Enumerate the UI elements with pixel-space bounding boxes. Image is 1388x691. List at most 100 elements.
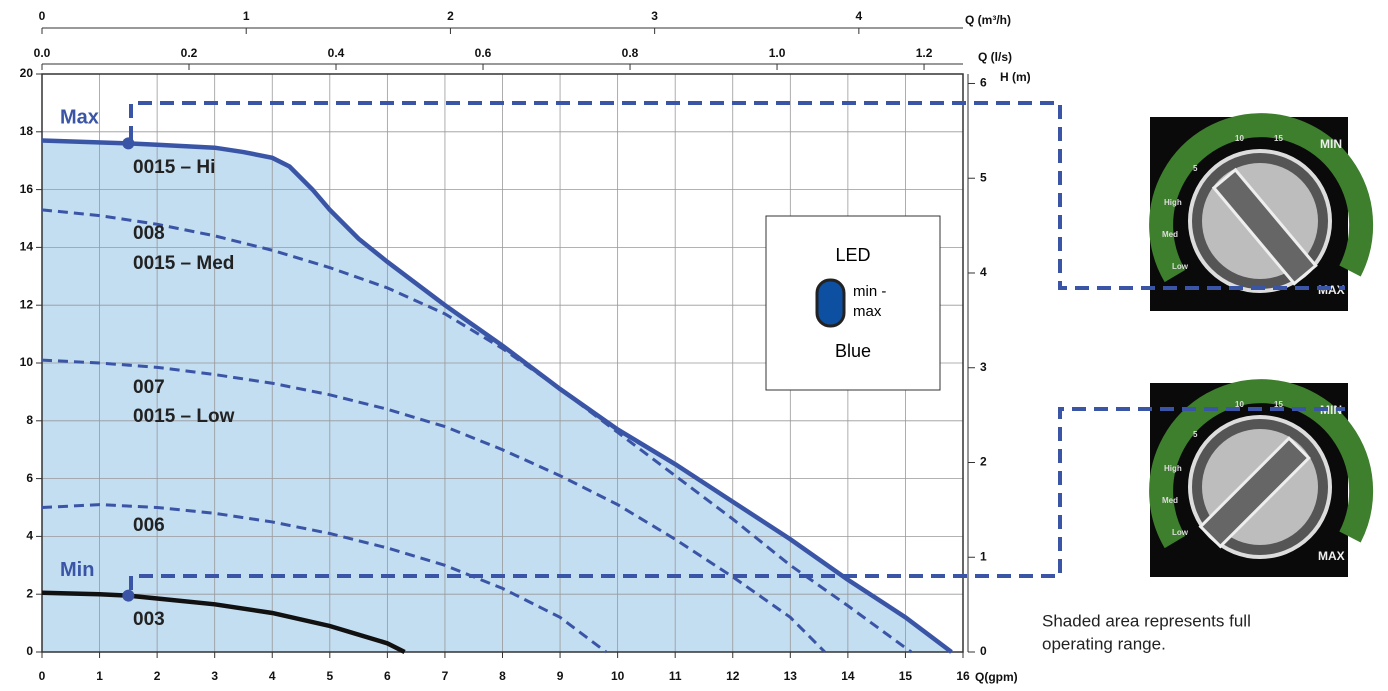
y-tick-label: 0	[26, 644, 33, 658]
y-tick-label: 10	[20, 355, 34, 369]
y-tick-label: 14	[20, 240, 34, 254]
top-tick-label: 0.0	[34, 46, 51, 60]
x-tick-label: 3	[211, 669, 218, 683]
curve-label: 008	[133, 223, 165, 244]
dial-label: MAX	[1318, 283, 1345, 297]
shaded-area	[42, 140, 952, 652]
x-tick-label: 12	[726, 669, 740, 683]
x-tick-label: 1	[96, 669, 103, 683]
x-tick-label: 11	[669, 669, 682, 683]
dial: MIN MAX Low Med High 5 10 15	[1149, 379, 1374, 577]
y2-tick-label: 0	[980, 644, 987, 658]
x-tick-label: 2	[154, 669, 161, 683]
top-axis-label: Q (l/s)	[978, 50, 1012, 64]
top-axis-label: Q (m³/h)	[965, 13, 1011, 27]
led-item: max	[853, 303, 882, 320]
y2-tick-label: 1	[980, 549, 987, 563]
y-tick-label: 2	[26, 586, 33, 600]
x-tick-label: 13	[784, 669, 798, 683]
y2-tick-label: 2	[980, 455, 987, 469]
x-tick-label: 14	[841, 669, 855, 683]
dial-pointer	[1198, 436, 1311, 549]
curve	[41, 208, 913, 654]
x-tick-label: 0	[39, 669, 46, 683]
top-tick-label: 3	[651, 9, 658, 23]
top-tick-label: 0	[39, 9, 46, 23]
dial-label: 15	[1274, 400, 1283, 409]
x-tick-label: 10	[611, 669, 625, 683]
curve-label: 006	[133, 515, 165, 536]
led-frame	[765, 215, 941, 391]
dial-scale	[1149, 379, 1374, 549]
dial-label: Low	[1172, 528, 1189, 537]
dial: MIN MAX Low Med High 5 10 15	[1149, 113, 1374, 311]
x-tick-label: 7	[442, 669, 449, 683]
curve	[41, 590, 406, 655]
top-tick-label: 4	[856, 9, 863, 23]
y-tick-label: 8	[26, 413, 33, 427]
dial-label: 15	[1274, 134, 1283, 143]
x-tick-label: 6	[384, 669, 391, 683]
min-guide	[129, 407, 1345, 590]
dial-label: Med	[1162, 496, 1178, 505]
y2-axis-label: H (m)	[1000, 70, 1031, 84]
dial-label: 10	[1235, 134, 1244, 143]
max-guide	[129, 101, 1345, 290]
led-title: LED	[835, 245, 870, 265]
marker	[122, 589, 135, 602]
top-tick-label: 1	[243, 9, 250, 23]
dial-label: MIN	[1320, 137, 1342, 151]
dial-label: MIN	[1320, 403, 1342, 417]
y-tick-label: 20	[20, 66, 34, 80]
curve	[41, 503, 608, 654]
x-axis-label: Q(gpm)	[975, 670, 1018, 684]
dial-pointer	[1211, 167, 1318, 286]
top-tick-label: 1.0	[769, 46, 786, 60]
y-tick-label: 4	[26, 529, 33, 543]
dial-label: 5	[1193, 430, 1198, 439]
x-tick-label: 8	[499, 669, 506, 683]
dial-label: MAX	[1318, 549, 1345, 563]
dial-label: High	[1164, 198, 1182, 207]
top-tick-label: 0.6	[475, 46, 492, 60]
x-tick-label: 9	[557, 669, 564, 683]
x-tick-label: 16	[956, 669, 970, 683]
y-tick-label: 6	[26, 471, 33, 485]
x-tick-label: 15	[899, 669, 913, 683]
x-tick-label: 5	[326, 669, 333, 683]
curve	[41, 358, 826, 654]
y2-tick-label: 6	[980, 76, 987, 90]
note: operating range.	[1042, 634, 1166, 653]
marker-label: Max	[60, 107, 99, 129]
dial-label: Med	[1162, 230, 1178, 239]
marker-label: Min	[60, 559, 94, 581]
marker	[122, 137, 135, 150]
y2-tick-label: 4	[980, 265, 987, 279]
dial-label: 5	[1193, 164, 1198, 173]
curve-label: 0015 – Low	[133, 406, 235, 427]
y2-tick-label: 5	[980, 170, 987, 184]
curve-label: 003	[133, 609, 165, 630]
curve	[41, 138, 953, 654]
led-box: LED min - max Blue	[765, 215, 941, 391]
led-item: min -	[853, 283, 886, 300]
curve-label: 0015 – Hi	[133, 157, 215, 178]
top-tick-label: 0.2	[181, 46, 198, 60]
dial-label: High	[1164, 464, 1182, 473]
top-tick-label: 1.2	[916, 46, 933, 60]
curve-label: 007	[133, 377, 165, 398]
dial-scale	[1149, 113, 1374, 283]
note: Shaded area represents full	[1042, 611, 1251, 630]
y-tick-label: 12	[20, 297, 34, 311]
curve-label: 0015 – Med	[133, 253, 234, 274]
dial-label: Low	[1172, 262, 1189, 271]
y-tick-label: 18	[20, 124, 34, 138]
x-tick-label: 4	[269, 669, 276, 683]
led-icon	[815, 278, 846, 328]
led-color: Blue	[835, 341, 871, 361]
y-tick-label: 16	[20, 182, 34, 196]
dial-guides	[129, 101, 1345, 590]
top-tick-label: 2	[447, 9, 454, 23]
